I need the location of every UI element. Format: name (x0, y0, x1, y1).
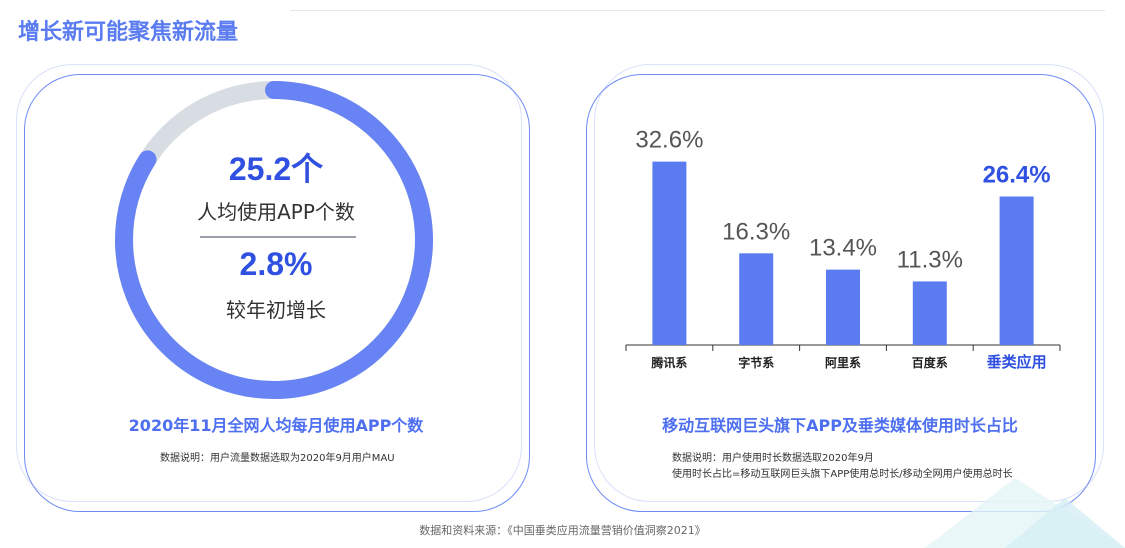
bar-value-label-0: 32.6% (635, 127, 703, 154)
right-card (586, 74, 1096, 512)
left-note: 数据说明：用户流量数据选取为2020年9月用户MAU (160, 453, 395, 464)
left-caption: 2020年11月全网人均每月使用APP个数 (128, 416, 424, 435)
corner-decoration (925, 478, 1125, 548)
top-divider (290, 10, 1105, 11)
bar-3 (912, 281, 947, 345)
right-card-shadow (594, 64, 1104, 502)
category-label-3: 百度系 (912, 355, 948, 370)
right-note-line1: 数据说明：用户使用时长数据选取2020年9月 (672, 453, 874, 464)
donut-chart (115, 81, 433, 399)
bar-0 (652, 161, 687, 345)
bar-value-label-1: 16.3% (722, 218, 790, 245)
category-label-0: 腾讯系 (650, 355, 687, 370)
metric-growth-value: 2.8% (239, 246, 313, 282)
left-card (24, 74, 530, 512)
metric-apps-label: 人均使用APP个数 (197, 200, 355, 224)
bar-4 (999, 196, 1034, 345)
category-label-1: 字节系 (738, 355, 774, 370)
left-card-shadow (16, 64, 522, 502)
page-title: 增长新可能聚焦新流量 (18, 20, 239, 45)
right-caption: 移动互联网巨头旗下APP及垂类媒体使用时长占比 (662, 416, 1018, 435)
bar-value-label-4: 26.4% (983, 162, 1051, 189)
metric-growth-label: 较年初增长 (226, 298, 326, 322)
bar-value-label-2: 13.4% (809, 235, 877, 262)
bar-2 (826, 269, 860, 345)
source-note: 数据和资料来源：《中国垂类应用流量营销价值洞察2021》 (419, 524, 706, 537)
donut-fill-arc (115, 81, 433, 399)
metric-apps-value: 25.2个 (228, 151, 324, 187)
category-label-2: 阿里系 (825, 355, 861, 370)
metric-divider (200, 236, 356, 238)
bar-1 (739, 253, 774, 345)
bar-value-label-3: 11.3% (897, 246, 963, 273)
right-note-line2: 使用时长占比=移动互联网巨头旗下APP使用总时长/移动全网用户使用总时长 (672, 469, 1013, 480)
bar-chart: 32.6% 腾讯系 16.3% 字节系 13.4% 阿里系 11.3% 百度系 26.4% 垂类应… (625, 127, 1061, 371)
category-label-4: 垂类应用 (987, 353, 1047, 371)
